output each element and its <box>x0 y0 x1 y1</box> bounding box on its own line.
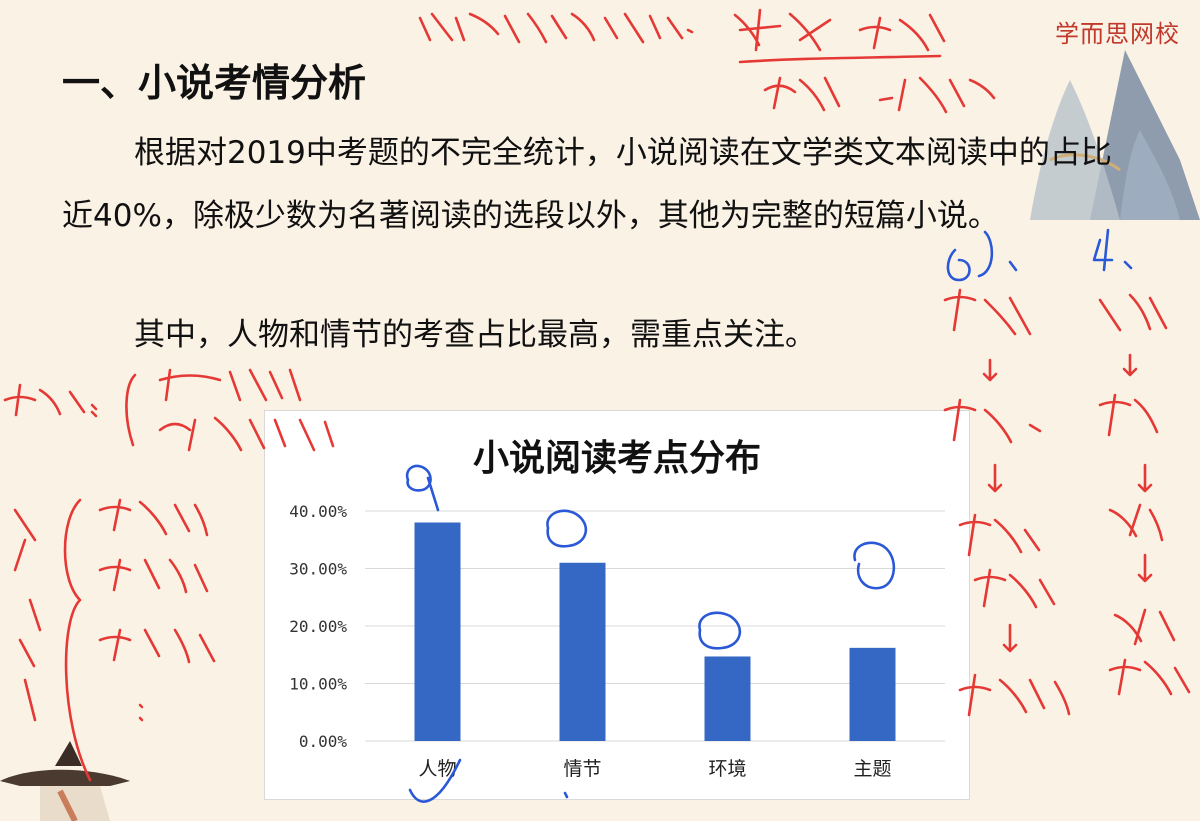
x-tick-label: 主题 <box>853 758 891 780</box>
brand-logo-text: 学而思网校 <box>1055 20 1180 48</box>
y-tick-label: 30.00% <box>289 560 347 579</box>
chart-plot: 0.00% 10.00% 20.00% 30.00% 40.00% 人物 情节 环境 主题 <box>289 502 945 780</box>
bar-3 <box>704 656 751 741</box>
x-tick-label: 人物 <box>418 758 456 780</box>
bar-2 <box>559 562 606 741</box>
x-tick-label: 环境 <box>708 758 746 780</box>
bar-4 <box>849 647 896 741</box>
x-tick-label: 情节 <box>563 758 601 780</box>
focus-paragraph: 其中，人物和情节的考查占比最高，需重点关注。 <box>134 317 816 353</box>
chart-title: 小说阅读考点分布 <box>472 438 761 479</box>
bar-1 <box>414 522 461 741</box>
mountain-illustration <box>1030 50 1200 220</box>
y-tick-label: 10.00% <box>289 675 347 694</box>
intro-paragraph: 根据对2019中考题的不完全统计，小说阅读在文学类文本阅读中的占比近40%，除极… <box>62 135 1112 234</box>
y-tick-label: 40.00% <box>289 502 347 521</box>
y-tick-label: 0.00% <box>299 732 348 751</box>
section-heading: 一、小说考情分析 <box>62 61 367 105</box>
bar-chart: 小说阅读考点分布 0.00% 10.00% 20.00% 30.00% 40.00% 人物… <box>264 410 970 800</box>
figure-illustration <box>0 741 130 821</box>
y-tick-label: 20.00% <box>289 617 347 636</box>
